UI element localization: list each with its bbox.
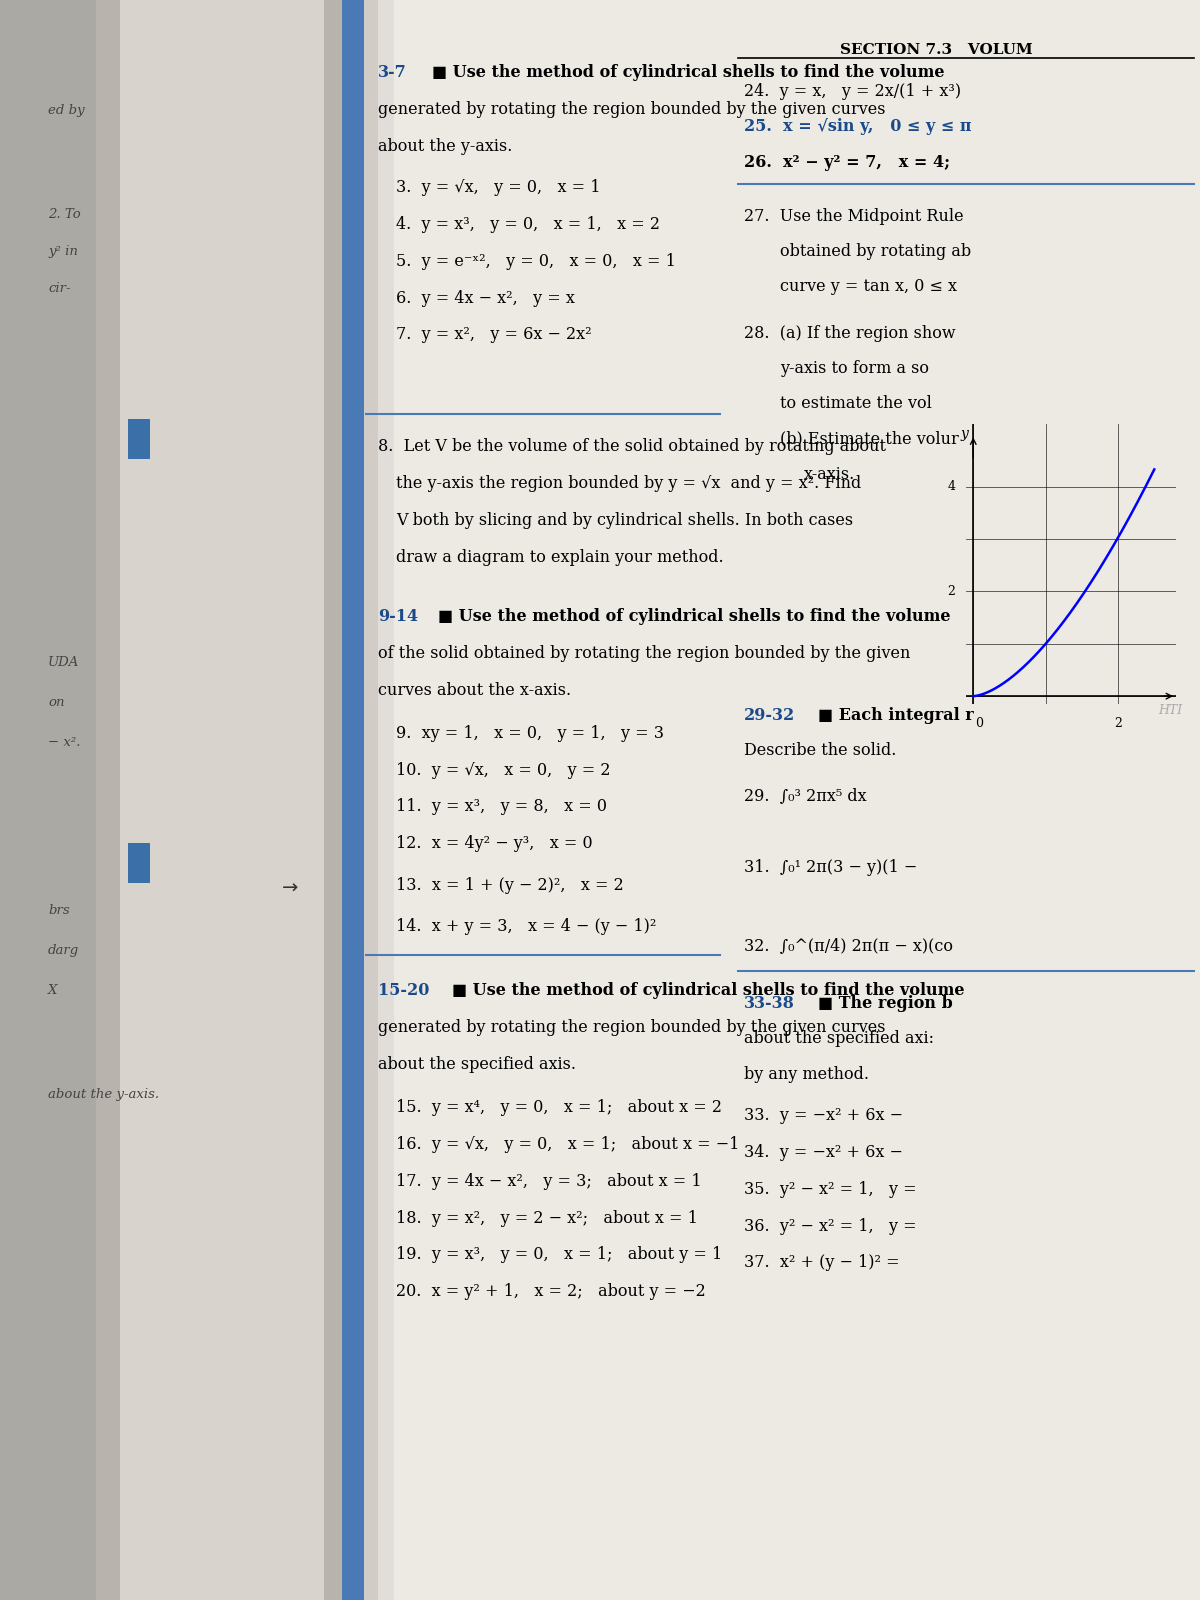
Text: curve y = tan x, 0 ≤ x: curve y = tan x, 0 ≤ x <box>780 278 958 296</box>
Text: 14.  x + y = 3,   x = 4 − (y − 1)²: 14. x + y = 3, x = 4 − (y − 1)² <box>396 918 656 936</box>
Text: V both by slicing and by cylindrical shells. In both cases: V both by slicing and by cylindrical she… <box>396 512 853 530</box>
Bar <box>324 0 342 1600</box>
Text: draw a diagram to explain your method.: draw a diagram to explain your method. <box>396 549 724 566</box>
Text: 10.  y = √x,   x = 0,   y = 2: 10. y = √x, x = 0, y = 2 <box>396 762 611 779</box>
Text: 33.  y = −x² + 6x −: 33. y = −x² + 6x − <box>744 1107 904 1125</box>
Text: 27.  Use the Midpoint Rule: 27. Use the Midpoint Rule <box>744 208 964 226</box>
Text: ■ Use the method of cylindrical shells to find the volume: ■ Use the method of cylindrical shells t… <box>452 982 965 1000</box>
Text: ■ Use the method of cylindrical shells to find the volume: ■ Use the method of cylindrical shells t… <box>432 64 944 82</box>
Text: 9.  xy = 1,   x = 0,   y = 1,   y = 3: 9. xy = 1, x = 0, y = 1, y = 3 <box>396 725 664 742</box>
Text: to estimate the vol: to estimate the vol <box>780 395 932 413</box>
Text: the y-axis the region bounded by y = √x  and y = x². Find: the y-axis the region bounded by y = √x … <box>396 475 862 493</box>
Text: 12.  x = 4y² − y³,   x = 0: 12. x = 4y² − y³, x = 0 <box>396 835 593 853</box>
Text: 2: 2 <box>1114 717 1122 730</box>
Text: y: y <box>961 427 968 442</box>
Text: about the specified axis.: about the specified axis. <box>378 1056 576 1074</box>
Text: 25.  x = √sin y,   0 ≤ y ≤ π: 25. x = √sin y, 0 ≤ y ≤ π <box>744 118 972 136</box>
Text: 8.  Let V be the volume of the solid obtained by rotating about: 8. Let V be the volume of the solid obta… <box>378 438 886 456</box>
Bar <box>394 0 1200 1600</box>
Text: 24.  y = x,   y = 2x/(1 + x³): 24. y = x, y = 2x/(1 + x³) <box>744 83 961 101</box>
Text: HTI: HTI <box>1158 704 1182 717</box>
Text: 31.  ∫₀¹ 2π(3 − y)(1 −: 31. ∫₀¹ 2π(3 − y)(1 − <box>744 859 917 877</box>
Text: ed by: ed by <box>48 104 85 117</box>
Text: y-axis to form a so: y-axis to form a so <box>780 360 929 378</box>
Text: 34.  y = −x² + 6x −: 34. y = −x² + 6x − <box>744 1144 902 1162</box>
Bar <box>128 419 150 459</box>
Text: 3-7: 3-7 <box>378 64 407 82</box>
Text: 11.  y = x³,   y = 8,   x = 0: 11. y = x³, y = 8, x = 0 <box>396 798 607 816</box>
Text: 32.  ∫₀^(π/4) 2π(π − x)(co: 32. ∫₀^(π/4) 2π(π − x)(co <box>744 938 953 955</box>
Text: 17.  y = 4x − x²,   y = 3;   about x = 1: 17. y = 4x − x², y = 3; about x = 1 <box>396 1173 702 1190</box>
Text: darg: darg <box>48 944 79 957</box>
Bar <box>128 843 150 883</box>
Text: by any method.: by any method. <box>744 1066 869 1083</box>
Bar <box>0 0 120 1600</box>
Text: 29-32: 29-32 <box>744 707 796 725</box>
Text: brs: brs <box>48 904 70 917</box>
Text: 0: 0 <box>976 717 983 730</box>
Text: ■ Each integral r: ■ Each integral r <box>818 707 974 725</box>
Text: 29.  ∫₀³ 2πx⁵ dx: 29. ∫₀³ 2πx⁵ dx <box>744 787 866 805</box>
Text: 28.  (a) If the region show: 28. (a) If the region show <box>744 325 955 342</box>
Text: →: → <box>282 878 299 898</box>
Text: 15.  y = x⁴,   y = 0,   x = 1;   about x = 2: 15. y = x⁴, y = 0, x = 1; about x = 2 <box>396 1099 722 1117</box>
Bar <box>364 0 394 1600</box>
Text: 4: 4 <box>947 480 955 493</box>
Text: 9-14: 9-14 <box>378 608 418 626</box>
Text: 33-38: 33-38 <box>744 995 794 1013</box>
Text: UDA: UDA <box>48 656 79 669</box>
Text: 36.  y² − x² = 1,   y =: 36. y² − x² = 1, y = <box>744 1218 917 1235</box>
Text: (b) Estimate the volur: (b) Estimate the volur <box>780 430 959 448</box>
Text: generated by rotating the region bounded by the given curves: generated by rotating the region bounded… <box>378 101 886 118</box>
Text: x-axis.: x-axis. <box>804 466 856 483</box>
Text: Describe the solid.: Describe the solid. <box>744 742 896 760</box>
Text: about the y-axis.: about the y-axis. <box>48 1088 160 1101</box>
Text: 6.  y = 4x − x²,   y = x: 6. y = 4x − x², y = x <box>396 290 575 307</box>
Text: about the y-axis.: about the y-axis. <box>378 138 512 155</box>
Text: 13.  x = 1 + (y − 2)²,   x = 2: 13. x = 1 + (y − 2)², x = 2 <box>396 877 624 894</box>
Text: 7.  y = x²,   y = 6x − 2x²: 7. y = x², y = 6x − 2x² <box>396 326 592 344</box>
Text: 37.  x² + (y − 1)² =: 37. x² + (y − 1)² = <box>744 1254 900 1272</box>
Text: 2. To: 2. To <box>48 208 80 221</box>
Text: 2: 2 <box>947 586 955 598</box>
Text: − x².: − x². <box>48 736 80 749</box>
Text: 35.  y² − x² = 1,   y =: 35. y² − x² = 1, y = <box>744 1181 917 1198</box>
Text: 26.  x² − y² = 7,   x = 4;: 26. x² − y² = 7, x = 4; <box>744 154 950 171</box>
Text: 19.  y = x³,   y = 0,   x = 1;   about y = 1: 19. y = x³, y = 0, x = 1; about y = 1 <box>396 1246 722 1264</box>
Text: 18.  y = x²,   y = 2 − x²;   about x = 1: 18. y = x², y = 2 − x²; about x = 1 <box>396 1210 698 1227</box>
Text: 16.  y = √x,   y = 0,   x = 1;   about x = −1: 16. y = √x, y = 0, x = 1; about x = −1 <box>396 1136 739 1154</box>
Bar <box>342 0 364 1600</box>
Text: 15-20: 15-20 <box>378 982 430 1000</box>
Text: about the specified axi:: about the specified axi: <box>744 1030 934 1048</box>
Text: 5.  y = e⁻ˣ²,   y = 0,   x = 0,   x = 1: 5. y = e⁻ˣ², y = 0, x = 0, x = 1 <box>396 253 676 270</box>
Text: generated by rotating the region bounded by the given curves: generated by rotating the region bounded… <box>378 1019 886 1037</box>
Text: cir-: cir- <box>48 282 71 294</box>
Text: 3.  y = √x,   y = 0,   x = 1: 3. y = √x, y = 0, x = 1 <box>396 179 600 197</box>
Text: obtained by rotating ab: obtained by rotating ab <box>780 243 971 261</box>
Text: ■ The region b: ■ The region b <box>818 995 953 1013</box>
Text: of the solid obtained by rotating the region bounded by the given: of the solid obtained by rotating the re… <box>378 645 911 662</box>
Text: SECTION 7.3   VOLUM: SECTION 7.3 VOLUM <box>840 43 1033 58</box>
Text: ■ Use the method of cylindrical shells to find the volume: ■ Use the method of cylindrical shells t… <box>438 608 950 626</box>
Text: on: on <box>48 696 65 709</box>
Text: 4.  y = x³,   y = 0,   x = 1,   x = 2: 4. y = x³, y = 0, x = 1, x = 2 <box>396 216 660 234</box>
Text: curves about the x-axis.: curves about the x-axis. <box>378 682 571 699</box>
Bar <box>0 0 96 1600</box>
Text: X: X <box>48 984 58 997</box>
Text: y² in: y² in <box>48 245 78 258</box>
Text: 20.  x = y² + 1,   x = 2;   about y = −2: 20. x = y² + 1, x = 2; about y = −2 <box>396 1283 706 1301</box>
Bar <box>120 0 378 1600</box>
